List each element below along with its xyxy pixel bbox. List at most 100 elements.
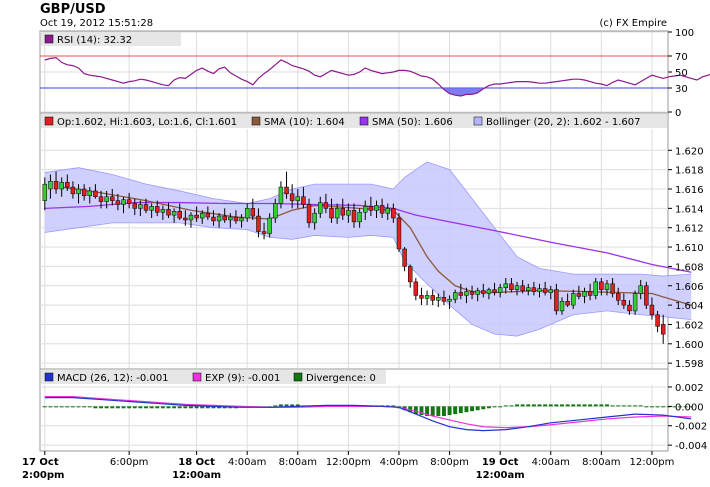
- candle-body: [554, 289, 559, 312]
- candle: [98, 190, 104, 209]
- candle: [48, 174, 53, 199]
- candle: [87, 187, 93, 204]
- divergence-bar: [537, 404, 542, 407]
- candle-body: [211, 216, 216, 222]
- divergence-bar: [172, 406, 177, 409]
- candle: [233, 210, 239, 224]
- divergence-bar: [391, 405, 396, 407]
- candle: [306, 198, 312, 228]
- candle-body: [188, 214, 194, 221]
- candle-body: [104, 196, 109, 202]
- candle: [261, 222, 267, 240]
- candle-body: [475, 290, 480, 295]
- candle: [458, 283, 464, 300]
- candle: [379, 198, 385, 219]
- macd-tick-label: -0.002: [675, 422, 707, 433]
- candle-body: [76, 188, 81, 195]
- candle: [441, 290, 447, 306]
- candle: [216, 213, 222, 228]
- candle-body: [531, 287, 537, 292]
- x-tick-sublabel: 12:00am: [476, 470, 525, 481]
- divergence-bar: [54, 406, 59, 408]
- chart-timestamp: Oct 19, 2012 15:51:28: [40, 18, 153, 29]
- candle: [53, 171, 59, 194]
- price-tick-label: 1.610: [675, 243, 704, 254]
- candle: [104, 190, 109, 209]
- divergence-bar: [217, 406, 222, 409]
- candle-body: [655, 314, 660, 327]
- candle-body: [289, 193, 295, 201]
- candle: [138, 200, 143, 217]
- candle: [402, 247, 407, 272]
- candle-body: [464, 291, 469, 296]
- candle: [604, 279, 610, 296]
- divergence-bar: [155, 406, 160, 409]
- sma10-legend-swatch: [251, 116, 261, 126]
- rsi-legend-text: RSI (14): 32.32: [57, 35, 132, 46]
- price-legend-bg: [41, 114, 667, 128]
- candle: [160, 205, 166, 220]
- candle-body: [402, 248, 407, 267]
- candle: [289, 184, 295, 209]
- candle: [548, 285, 553, 300]
- candle-body: [126, 199, 132, 204]
- price-tick-label: 1.602: [675, 320, 704, 331]
- candle-body: [644, 285, 649, 306]
- candle: [346, 203, 351, 223]
- divergence-bar: [408, 406, 413, 413]
- rsi-tick-label: 50: [675, 68, 688, 79]
- candle: [42, 177, 48, 211]
- x-tick-label: 4:00pm: [380, 457, 419, 468]
- price-tick-label: 1.614: [675, 204, 704, 215]
- candle-body: [301, 196, 306, 205]
- candle-body: [284, 186, 289, 195]
- bollinger-legend-text: Bollinger (20, 2): 1.602 - 1.607: [486, 117, 640, 128]
- candle: [385, 203, 390, 220]
- candle-body: [593, 281, 598, 296]
- divergence-bar: [526, 404, 531, 407]
- candle-body: [565, 300, 570, 306]
- candle-body: [632, 293, 638, 312]
- candle-body: [582, 291, 587, 297]
- candle: [492, 282, 497, 296]
- divergence-bar: [295, 404, 300, 407]
- candle: [329, 198, 334, 223]
- candle-body: [351, 210, 357, 223]
- candle: [537, 283, 542, 298]
- candle: [318, 196, 323, 219]
- candle: [357, 208, 362, 228]
- candle-body: [604, 283, 610, 290]
- candle: [363, 200, 368, 220]
- x-tick-label: 8:00am: [279, 457, 317, 468]
- candle: [514, 281, 520, 296]
- candle: [149, 203, 154, 219]
- candle: [430, 289, 435, 306]
- candle: [126, 192, 132, 209]
- chart-credit: (c) FX Empire: [600, 18, 668, 29]
- candle-body: [514, 285, 520, 290]
- divergence-bar: [425, 406, 430, 417]
- candle: [211, 210, 216, 226]
- candle: [644, 281, 649, 309]
- candle: [194, 206, 199, 222]
- divergence-bar: [554, 404, 559, 407]
- candle: [70, 181, 76, 199]
- candle: [323, 193, 329, 214]
- divergence-bar: [65, 406, 70, 408]
- candle-body: [155, 206, 160, 213]
- candle-body: [216, 215, 222, 222]
- candle-body: [278, 186, 284, 204]
- candle-body: [267, 217, 272, 234]
- price-tick-label: 1.618: [675, 166, 704, 177]
- divergence-bar: [672, 406, 677, 408]
- divergence-bar: [515, 404, 519, 407]
- candle-body: [166, 209, 171, 216]
- divergence-bar: [48, 406, 53, 408]
- candle-body: [244, 208, 250, 219]
- candle: [627, 300, 632, 315]
- candle: [351, 203, 357, 228]
- candle: [587, 283, 593, 301]
- candle: [464, 287, 469, 304]
- candle: [295, 188, 301, 209]
- rsi-series: [40, 55, 710, 97]
